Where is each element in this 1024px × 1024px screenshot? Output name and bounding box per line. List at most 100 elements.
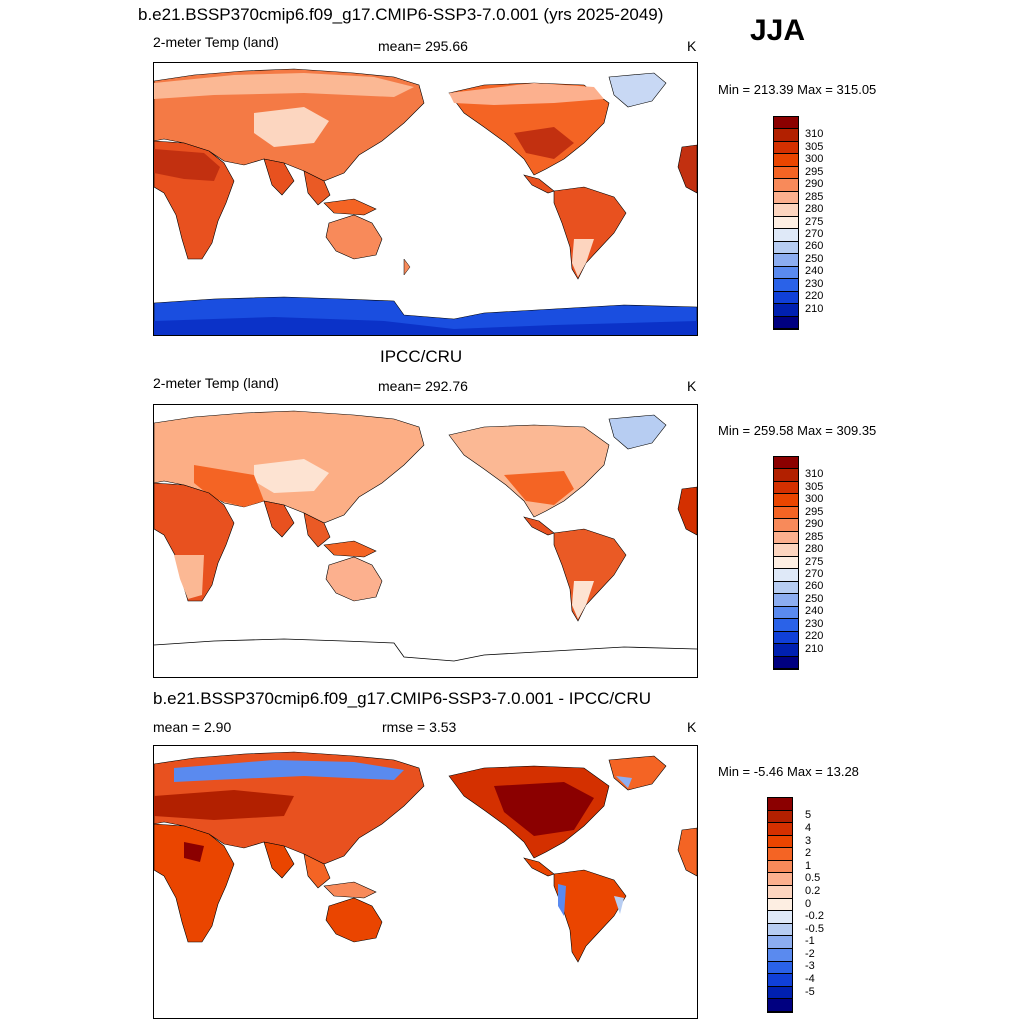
- main-title: b.e21.BSSP370cmip6.f09_g17.CMIP6-SSP3-7.…: [138, 5, 664, 24]
- panel-2-units-label: K: [687, 378, 697, 394]
- colorbar-segment: [768, 873, 792, 887]
- colorbar-tick-label: 275: [805, 555, 824, 568]
- colorbar-tick-label: -5: [805, 985, 815, 998]
- colorbar-tick-label: 230: [805, 617, 824, 630]
- colorbar-segment: [774, 606, 798, 620]
- colorbar-tick-label: 300: [805, 493, 824, 506]
- panel-1-variable-label: 2-meter Temp (land): [153, 34, 279, 50]
- colorbar-segment: [768, 961, 792, 975]
- colorbar-segment: [774, 594, 798, 607]
- south-america-region: [553, 869, 627, 963]
- north-america-region: [448, 82, 610, 176]
- colorbar-segment: [768, 936, 792, 949]
- colorbar-tick-label: 0.2: [805, 884, 821, 897]
- south-america-region: [553, 186, 627, 280]
- colorbar-tick-label: 0: [805, 897, 812, 910]
- colorbar-segment: [774, 117, 798, 130]
- panel-2-map: [153, 404, 698, 678]
- colorbar-segment: [774, 254, 798, 267]
- colorbar-tick-label: -0.5: [805, 922, 824, 935]
- colorbar-segment: [774, 179, 798, 192]
- colorbar-segment: [774, 304, 798, 317]
- panel-3-colorbar: [767, 797, 793, 1013]
- panel-3-minmax: Min = -5.46 Max = 13.28: [718, 764, 859, 779]
- colorbar-segment: [774, 266, 798, 280]
- colorbar-segment: [768, 986, 792, 1000]
- colorbar-tick-label: 310: [805, 468, 824, 481]
- panel-1-colorbar: [773, 116, 799, 330]
- colorbar-tick-label: -1: [805, 935, 815, 948]
- colorbar-tick-label: 295: [805, 505, 824, 518]
- colorbar-segment: [774, 229, 798, 242]
- colorbar-tick-label: -4: [805, 973, 815, 986]
- colorbar-segment: [768, 948, 792, 962]
- panel-1-mean-label: mean= 295.66: [378, 38, 468, 54]
- colorbar-segment: [774, 154, 798, 167]
- colorbar-segment: [774, 291, 798, 305]
- colorbar-segment: [774, 644, 798, 657]
- panel-1-units-label: K: [687, 38, 697, 54]
- colorbar-tick-label: 260: [805, 240, 824, 253]
- colorbar-segment: [774, 544, 798, 557]
- colorbar-tick-label: -2: [805, 947, 815, 960]
- colorbar-segment: [774, 531, 798, 545]
- colorbar-segment: [768, 810, 792, 824]
- africa-region: [154, 482, 235, 602]
- panel-1-minmax: Min = 213.39 Max = 315.05: [718, 82, 877, 97]
- colorbar-segment: [774, 204, 798, 217]
- panel-3-mean-label: mean = 2.90: [153, 719, 232, 735]
- colorbar-tick-label: 1: [805, 859, 812, 872]
- colorbar-tick-label: 4: [805, 821, 812, 834]
- colorbar-segment: [774, 556, 798, 570]
- colorbar-tick-label: 220: [805, 290, 824, 303]
- colorbar-segment: [774, 519, 798, 532]
- panel-2-minmax: Min = 259.58 Max = 309.35: [718, 423, 877, 438]
- colorbar-tick-label: 240: [805, 265, 824, 278]
- colorbar-segment: [774, 494, 798, 507]
- colorbar-segment: [774, 241, 798, 255]
- colorbar-tick-label: 290: [805, 178, 824, 191]
- panel-2-title: IPCC/CRU: [380, 347, 463, 366]
- colorbar-tick-label: 240: [805, 605, 824, 618]
- panel-3-map: [153, 745, 698, 1019]
- colorbar-tick-label: 260: [805, 580, 824, 593]
- colorbar-tick-label: -3: [805, 960, 815, 973]
- colorbar-segment: [774, 656, 798, 669]
- panel-3-units-label: K: [687, 719, 697, 735]
- colorbar-tick-label: 250: [805, 592, 824, 605]
- colorbar-tick-label: 230: [805, 277, 824, 290]
- greenland-region: [608, 72, 667, 108]
- panel-2-mean-label: mean= 292.76: [378, 378, 468, 394]
- colorbar-tick-label: 250: [805, 252, 824, 265]
- colorbar-tick-label: 285: [805, 530, 824, 543]
- colorbar-segment: [774, 141, 798, 155]
- colorbar-segment: [774, 166, 798, 180]
- greenland-region: [608, 414, 667, 450]
- colorbar-segment: [774, 191, 798, 205]
- panel-3-title: b.e21.BSSP370cmip6.f09_g17.CMIP6-SSP3-7.…: [153, 689, 651, 708]
- colorbar-segment: [774, 631, 798, 645]
- colorbar-segment: [768, 923, 792, 937]
- colorbar-tick-label: 220: [805, 630, 824, 643]
- colorbar-segment: [768, 898, 792, 912]
- panel-2-variable-label: 2-meter Temp (land): [153, 375, 279, 391]
- colorbar-tick-label: 270: [805, 567, 824, 580]
- colorbar-tick-label: 275: [805, 215, 824, 228]
- colorbar-tick-label: -0.2: [805, 910, 824, 923]
- colorbar-segment: [768, 848, 792, 861]
- australia-region: [325, 897, 383, 943]
- panel-3-rmse-label: rmse = 3.53: [382, 719, 457, 735]
- colorbar-segment: [774, 506, 798, 520]
- australia-region: [325, 214, 383, 260]
- colorbar-tick-label: 295: [805, 165, 824, 178]
- australia-region: [325, 556, 383, 602]
- panel-2-colorbar: [773, 456, 799, 670]
- south-america-region: [553, 528, 627, 622]
- colorbar-segment: [774, 469, 798, 482]
- colorbar-segment: [768, 886, 792, 899]
- colorbar-tick-label: 300: [805, 153, 824, 166]
- colorbar-segment: [774, 569, 798, 582]
- colorbar-segment: [768, 860, 792, 874]
- colorbar-segment: [768, 798, 792, 811]
- colorbar-segment: [768, 823, 792, 836]
